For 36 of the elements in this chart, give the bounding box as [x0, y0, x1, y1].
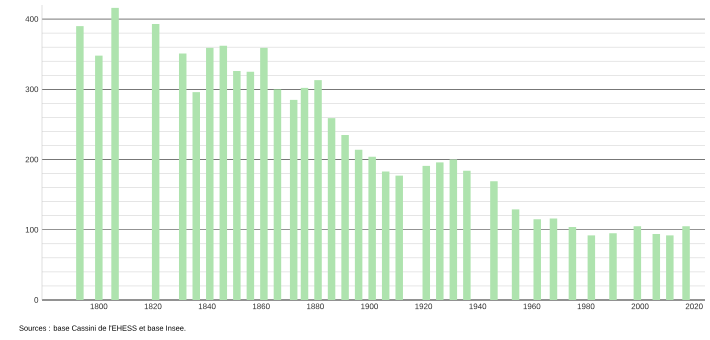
bar	[192, 92, 200, 300]
bar	[395, 176, 403, 300]
bar	[463, 170, 471, 300]
bar	[609, 233, 617, 300]
bar	[328, 118, 336, 300]
bar	[220, 46, 228, 300]
bar	[634, 226, 642, 300]
bar	[95, 56, 103, 300]
bar	[588, 235, 596, 300]
bar	[512, 209, 520, 300]
bar	[682, 226, 690, 300]
bar	[568, 226, 576, 300]
bar	[290, 100, 298, 300]
bar	[206, 48, 214, 300]
bar	[666, 235, 674, 300]
bar	[436, 162, 444, 300]
bar	[550, 218, 558, 300]
bar	[422, 166, 430, 300]
bar	[368, 156, 376, 300]
bar	[152, 24, 160, 300]
bar	[354, 150, 362, 300]
bar	[260, 48, 268, 300]
bar	[450, 160, 458, 300]
bar	[233, 71, 241, 300]
bar	[382, 171, 390, 300]
bar	[652, 234, 660, 300]
bar	[76, 26, 84, 300]
bar	[246, 72, 254, 300]
bar	[274, 89, 282, 300]
bar	[533, 219, 541, 300]
bar	[341, 134, 349, 300]
bar	[111, 8, 119, 300]
bar	[490, 181, 498, 300]
bar	[314, 80, 322, 300]
bar	[300, 88, 308, 300]
bar	[178, 53, 186, 300]
